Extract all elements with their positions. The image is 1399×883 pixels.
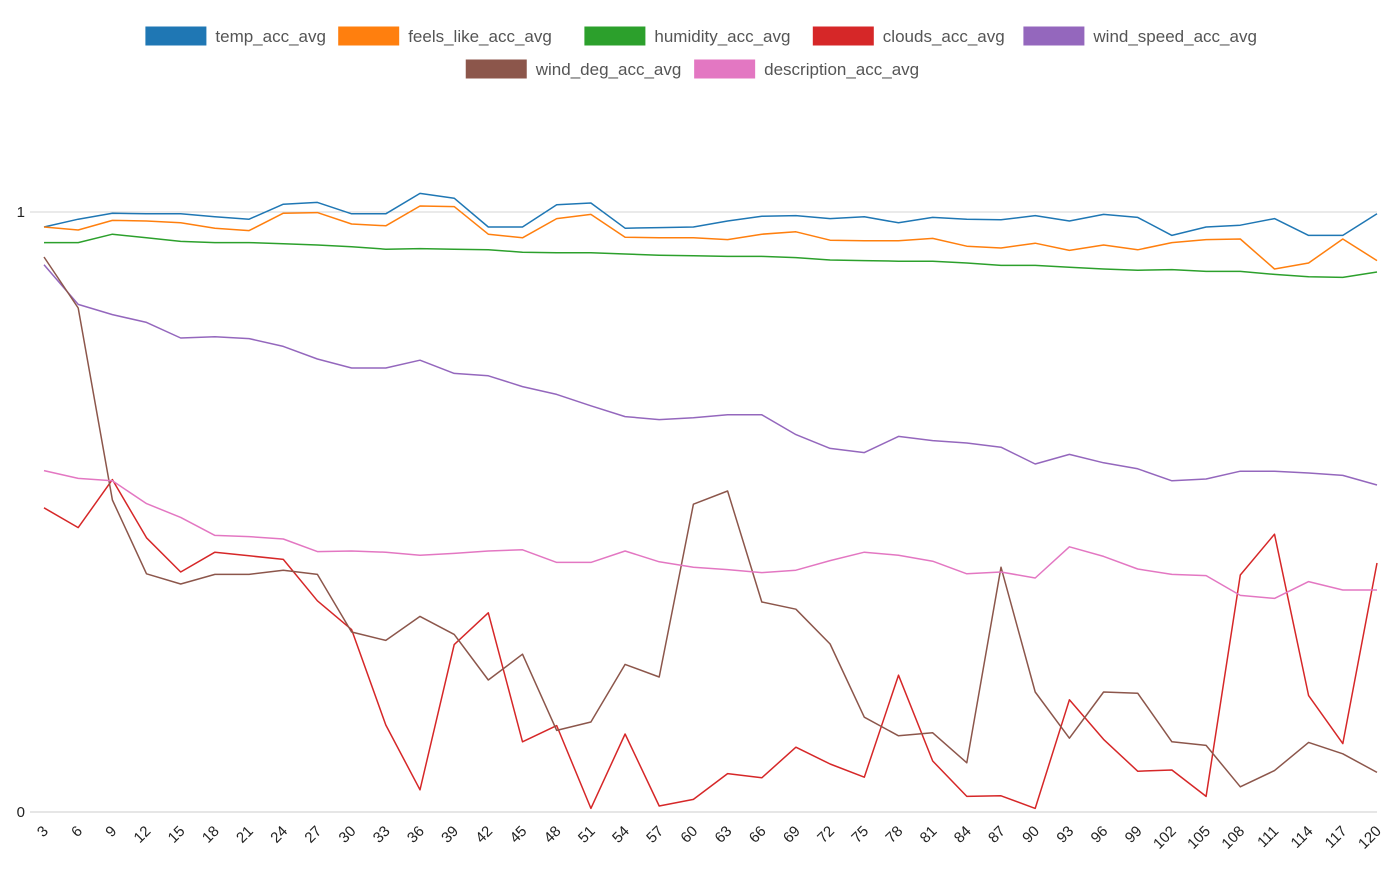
x-tick-label: 21 <box>233 823 257 847</box>
x-tick-label: 33 <box>370 823 394 847</box>
gridlines <box>30 211 1377 813</box>
legend-label: humidity_acc_avg <box>654 27 790 46</box>
x-tick-label: 45 <box>507 823 531 847</box>
x-tick-label: 51 <box>575 823 599 847</box>
x-tick-label: 114 <box>1288 823 1317 852</box>
x-tick-label: 102 <box>1150 823 1180 853</box>
x-tick-label: 18 <box>199 823 223 847</box>
x-tick-label: 36 <box>404 823 428 847</box>
x-tick-label: 99 <box>1122 823 1146 847</box>
legend-item-feels-like-acc-avg[interactable]: feels_like_acc_avg <box>338 26 552 47</box>
x-tick-label: 30 <box>336 823 360 847</box>
x-axis: 3 6 9 12 15 18 21 24 27 30 33 36 39 42 45 48 51 54 57 60 63 6… <box>34 823 1385 853</box>
x-tick-label: 72 <box>814 823 838 847</box>
series-line-description-acc-avg <box>43 469 1377 600</box>
legend-item-temp-acc-avg[interactable]: temp_acc_avg <box>145 26 326 47</box>
x-tick-label: 81 <box>917 823 941 847</box>
x-tick-label: 12 <box>131 823 155 847</box>
legend-label: clouds_acc_avg <box>883 27 1005 46</box>
legend-swatch <box>1023 26 1085 46</box>
x-tick-label: 60 <box>677 823 701 847</box>
y-tick-label: 1 <box>17 204 25 221</box>
legend-swatch <box>694 59 756 79</box>
y-tick-label: 0 <box>17 804 25 821</box>
series-lines <box>43 192 1378 810</box>
x-tick-label: 42 <box>472 823 496 847</box>
x-tick-label: 108 <box>1218 823 1248 853</box>
legend-label: feels_like_acc_avg <box>408 27 552 46</box>
x-tick-label: 117 <box>1322 823 1351 852</box>
legend-label: temp_acc_avg <box>215 27 326 46</box>
legend-swatch <box>584 26 646 46</box>
legend-label: wind_speed_acc_avg <box>1092 27 1257 46</box>
x-tick-label: 9 <box>102 823 120 841</box>
legend-swatch <box>338 26 400 46</box>
x-tick-label: 111 <box>1254 823 1282 851</box>
x-tick-label: 120 <box>1355 823 1385 853</box>
legend-item-wind-speed-acc-avg[interactable]: wind_speed_acc_avg <box>1023 26 1257 47</box>
legend-swatch <box>465 59 527 79</box>
legend: temp_acc_avg feels_like_acc_avg humidity_a… <box>145 26 1257 80</box>
x-tick-label: 78 <box>882 823 906 847</box>
x-tick-label: 15 <box>165 823 189 847</box>
x-tick-label: 27 <box>301 823 325 847</box>
x-tick-label: 96 <box>1088 823 1112 847</box>
x-tick-label: 3 <box>34 823 52 841</box>
x-tick-label: 63 <box>712 823 736 847</box>
x-tick-label: 48 <box>541 823 565 847</box>
series-line-humidity-acc-avg <box>44 233 1378 279</box>
x-tick-label: 66 <box>746 823 770 847</box>
x-tick-label: 93 <box>1053 823 1077 847</box>
series-line-clouds-acc-avg <box>43 478 1378 810</box>
legend-swatch <box>145 26 207 46</box>
series-line-wind-deg-acc-avg <box>43 256 1378 788</box>
legend-label: description_acc_avg <box>764 60 919 79</box>
x-tick-label: 24 <box>267 823 291 847</box>
legend-item-description-acc-avg[interactable]: description_acc_avg <box>694 59 919 80</box>
x-tick-label: 87 <box>985 823 1009 847</box>
x-tick-label: 84 <box>951 823 975 847</box>
x-tick-label: 54 <box>609 823 633 847</box>
series-line-wind-speed-acc-avg <box>43 264 1378 486</box>
x-tick-label: 90 <box>1019 823 1043 847</box>
legend-label: wind_deg_acc_avg <box>535 60 682 79</box>
x-tick-label: 75 <box>848 823 872 847</box>
x-tick-label: 69 <box>780 823 804 847</box>
x-tick-label: 105 <box>1184 823 1214 853</box>
x-tick-label: 6 <box>68 823 86 841</box>
legend-item-clouds-acc-avg[interactable]: clouds_acc_avg <box>812 26 1005 47</box>
x-tick-label: 39 <box>438 823 462 847</box>
y-axis: 01 <box>17 204 25 821</box>
series-line-temp-acc-avg <box>43 192 1378 237</box>
series-line-feels-like-acc-avg <box>43 205 1378 270</box>
legend-swatch <box>812 26 874 46</box>
legend-item-humidity-acc-avg[interactable]: humidity_acc_avg <box>584 26 790 47</box>
legend-item-wind-deg-acc-avg[interactable]: wind_deg_acc_avg <box>465 59 682 80</box>
x-tick-label: 57 <box>643 823 667 847</box>
